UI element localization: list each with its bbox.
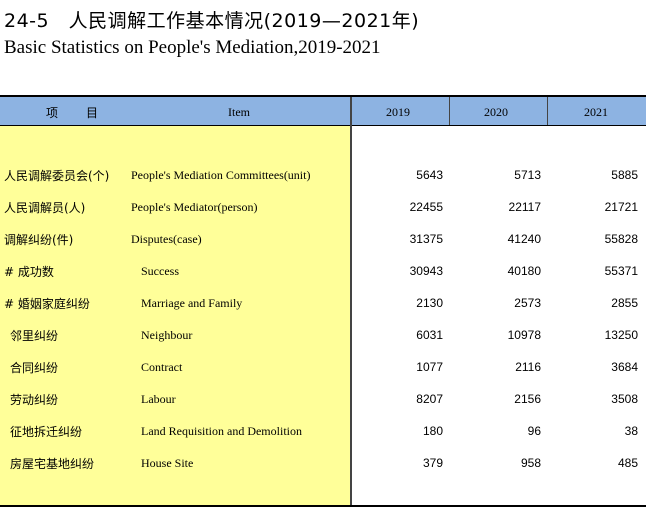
value-cell-2019: 22455 bbox=[409, 200, 443, 214]
row-label-cn: # 成功数 bbox=[4, 265, 54, 279]
row-label-cn: # 婚姻家庭纠纷 bbox=[4, 297, 90, 311]
value-cell-2019: 31375 bbox=[409, 232, 443, 246]
value-cell-2021: 55828 bbox=[604, 232, 638, 246]
row-label-cn: 邻里纠纷 bbox=[10, 329, 59, 343]
value-cell-2020: 958 bbox=[520, 456, 541, 470]
table-row: 合同纠纷 Contract 1077 2116 3684 bbox=[0, 357, 646, 377]
row-label-en: Contract bbox=[141, 360, 183, 374]
table-row: # 成功数 Success 30943 40180 55371 bbox=[0, 261, 646, 281]
table-row: 房屋宅基地纠纷 House Site 379 958 485 bbox=[0, 453, 646, 473]
value-cell-2020: 96 bbox=[527, 424, 541, 438]
table-row: 劳动纠纷 Labour 8207 2156 3508 bbox=[0, 389, 646, 409]
row-label-cn: 合同纠纷 bbox=[10, 361, 59, 375]
table-row: # 婚姻家庭纠纷 Marriage and Family 2130 2573 2855 bbox=[0, 293, 646, 313]
value-cell-2019: 2130 bbox=[416, 296, 443, 310]
header-item-en: Item bbox=[228, 105, 250, 119]
table-title-english: Basic Statistics on People's Mediation,2… bbox=[4, 37, 381, 58]
value-cell-2021: 55371 bbox=[604, 264, 638, 278]
value-cell-2021: 2855 bbox=[611, 296, 638, 310]
row-label-en: Neighbour bbox=[141, 328, 193, 342]
header-year-2021: 2021 bbox=[584, 105, 608, 119]
value-cell-2020: 2116 bbox=[515, 360, 541, 374]
value-cell-2019: 6031 bbox=[416, 328, 443, 342]
header-item-cn: 项 目 bbox=[46, 106, 107, 120]
item-column-background bbox=[0, 126, 350, 507]
row-label-en: Marriage and Family bbox=[141, 296, 243, 310]
row-label-cn: 房屋宅基地纠纷 bbox=[10, 457, 95, 471]
value-cell-2020: 22117 bbox=[508, 200, 541, 214]
value-cell-2020: 5713 bbox=[514, 168, 541, 182]
column-divider bbox=[449, 97, 450, 125]
row-label-en: Labour bbox=[141, 392, 176, 406]
header-top-rule bbox=[0, 95, 646, 97]
row-label-cn: 人民调解委员会(个) bbox=[4, 169, 110, 183]
statistics-table: 项 目 Item 2019 2020 2021 人民调解委员会(个) People… bbox=[0, 95, 646, 507]
row-label-cn: 劳动纠纷 bbox=[10, 393, 59, 407]
row-label-cn: 征地拆迁纠纷 bbox=[10, 425, 83, 439]
row-label-en: Land Requisition and Demolition bbox=[141, 424, 302, 438]
header-item-cell bbox=[0, 97, 350, 125]
value-cell-2021: 3508 bbox=[611, 392, 638, 406]
row-label-cn: 调解纠纷(件) bbox=[4, 233, 74, 247]
value-cell-2021: 38 bbox=[624, 424, 638, 438]
value-cell-2020: 40180 bbox=[507, 264, 541, 278]
value-cell-2019: 5643 bbox=[416, 168, 443, 182]
value-cell-2021: 21721 bbox=[604, 200, 638, 214]
value-cell-2020: 2156 bbox=[514, 392, 541, 406]
header-bottom-rule bbox=[0, 125, 646, 126]
row-label-cn: 人民调解员(人) bbox=[4, 201, 86, 215]
column-divider bbox=[351, 97, 352, 507]
value-cell-2019: 8207 bbox=[416, 392, 443, 406]
header-year-cells bbox=[352, 97, 646, 125]
header-year-2019: 2019 bbox=[386, 105, 410, 119]
value-cell-2019: 30943 bbox=[409, 264, 443, 278]
value-cell-2019: 1077 bbox=[416, 360, 443, 374]
value-cell-2020: 10978 bbox=[507, 328, 541, 342]
header-year-2020: 2020 bbox=[484, 105, 508, 119]
value-cell-2021: 3684 bbox=[611, 360, 638, 374]
value-cell-2020: 41240 bbox=[507, 232, 541, 246]
value-cell-2021: 5885 bbox=[611, 168, 638, 182]
table-row: 调解纠纷(件) Disputes(case) 31375 41240 55828 bbox=[0, 229, 646, 249]
table-row: 人民调解员(人) People's Mediator(person) 22455 22… bbox=[0, 197, 646, 217]
value-cell-2019: 180 bbox=[422, 424, 443, 438]
value-cell-2020: 2573 bbox=[514, 296, 541, 310]
row-label-en: People's Mediation Committees(unit) bbox=[131, 168, 311, 182]
value-cell-2021: 485 bbox=[617, 456, 638, 470]
table-row: 邻里纠纷 Neighbour 6031 10978 13250 bbox=[0, 325, 646, 345]
table-bottom-rule bbox=[0, 505, 646, 507]
table-row: 人民调解委员会(个) People's Mediation Committees(… bbox=[0, 165, 646, 185]
row-label-en: House Site bbox=[141, 456, 194, 470]
column-divider bbox=[547, 97, 548, 125]
row-label-en: People's Mediator(person) bbox=[131, 200, 258, 214]
value-cell-2021: 13250 bbox=[604, 328, 638, 342]
row-label-en: Success bbox=[141, 264, 179, 278]
table-row: 征地拆迁纠纷 Land Requisition and Demolition 180… bbox=[0, 421, 646, 441]
column-divider bbox=[350, 97, 351, 507]
value-cell-2019: 379 bbox=[422, 456, 443, 470]
row-label-en: Disputes(case) bbox=[131, 232, 202, 246]
table-title-chinese: 24-5 人民调解工作基本情况(2019—2021年) bbox=[4, 10, 420, 32]
